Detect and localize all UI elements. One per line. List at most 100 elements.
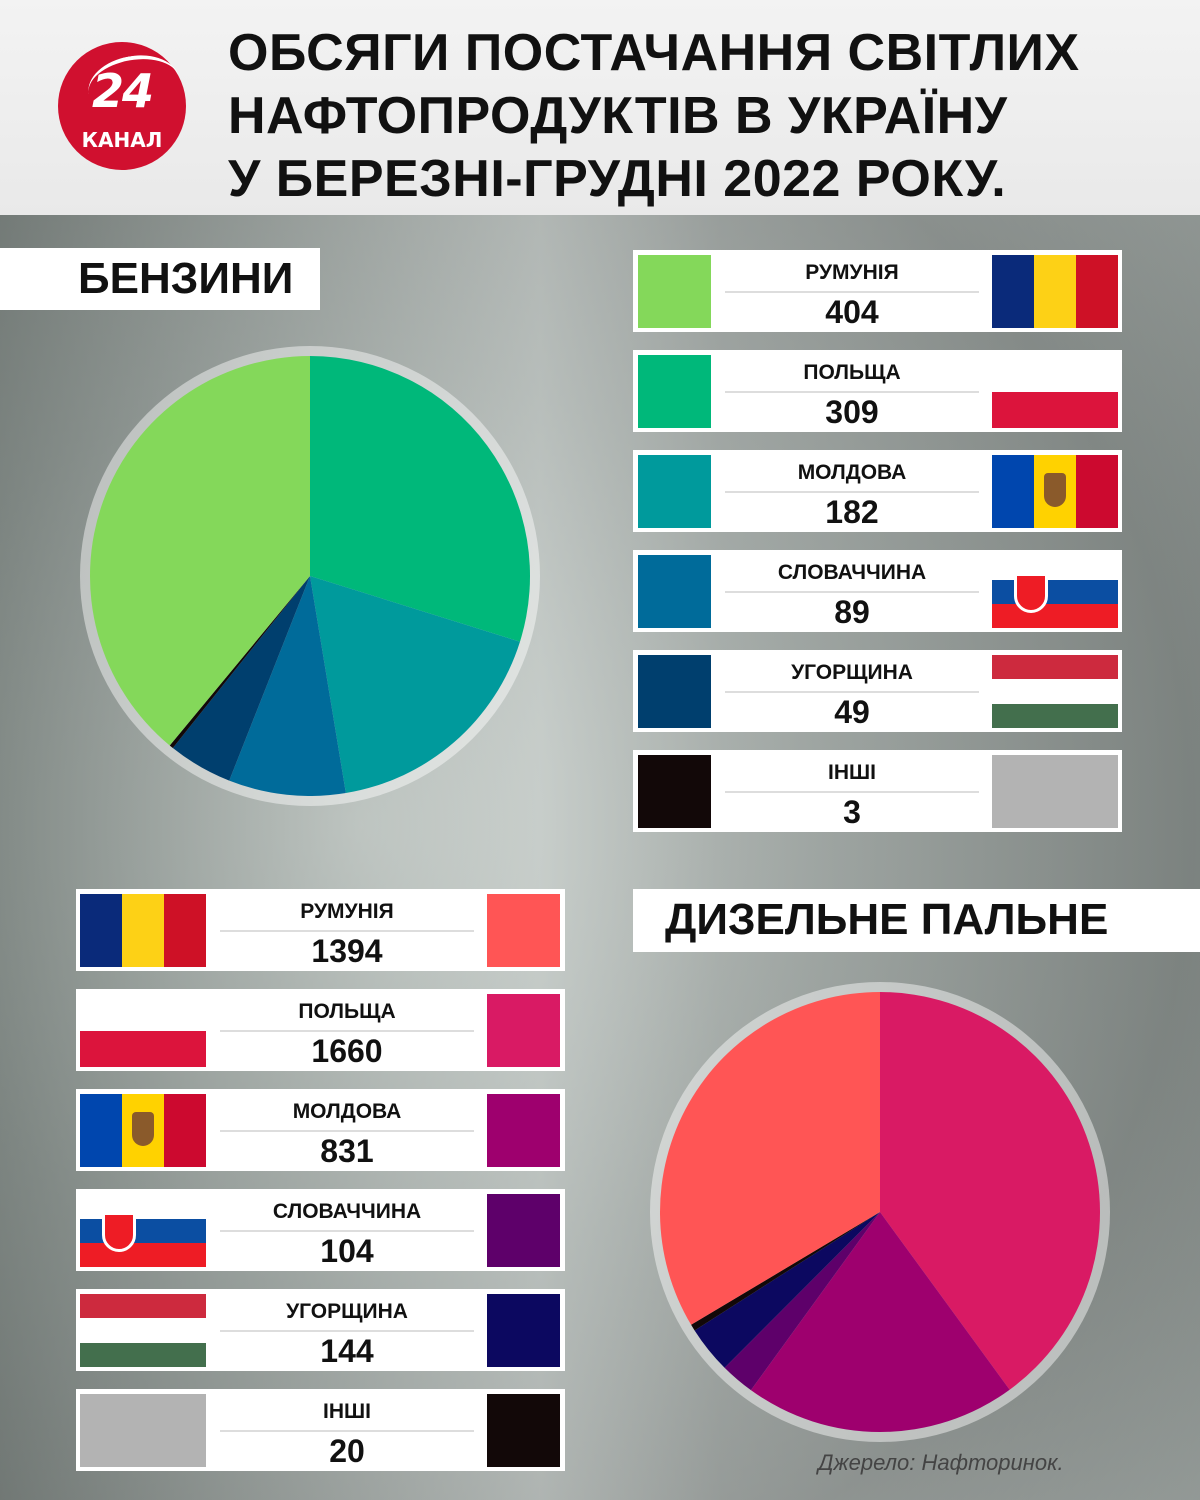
legend-text: ПОЛЬЩА 1660 — [220, 989, 474, 1071]
legend-row: ПОЛЬЩА 1660 — [76, 989, 565, 1071]
color-swatch — [487, 1194, 560, 1267]
legend-row: РУМУНІЯ 404 — [633, 250, 1122, 332]
hungary-flag-icon — [992, 655, 1118, 728]
legend-row: УГОРЩИНА 144 — [76, 1289, 565, 1371]
title-line: У БЕРЕЗНІ-ГРУДНІ 2022 РОКУ. — [228, 150, 1007, 208]
value-label: 182 — [825, 494, 879, 530]
legend-text: РУМУНІЯ 1394 — [220, 889, 474, 971]
header: 24 КАНАЛ ОБСЯГИ ПОСТАЧАННЯ СВІТЛИХ НАФТО… — [0, 0, 1200, 215]
value-label: 144 — [320, 1333, 374, 1369]
poland-flag-icon — [80, 994, 206, 1067]
divider — [725, 391, 979, 393]
section-title-petrol: БЕНЗИНИ — [0, 248, 320, 310]
pie-slice-молдова — [310, 576, 520, 794]
channel-24-logo: 24 КАНАЛ — [58, 42, 186, 170]
legend-text: СЛОВАЧЧИНА 89 — [725, 550, 979, 632]
pie-slice-молдова — [750, 1212, 1010, 1432]
country-label: МОЛДОВА — [292, 1100, 402, 1123]
country-label: СЛОВАЧЧИНА — [272, 1200, 422, 1223]
moldova-flag-icon — [992, 455, 1118, 528]
divider — [725, 691, 979, 693]
country-label: УГОРЩИНА — [286, 1300, 408, 1323]
pie-slice-польща — [310, 356, 530, 642]
legend-text: ПОЛЬЩА 309 — [725, 350, 979, 432]
country-label: МОЛДОВА — [797, 461, 907, 484]
legend-row: СЛОВАЧЧИНА 104 — [76, 1189, 565, 1271]
value-label: 831 — [320, 1133, 374, 1169]
slovakia-flag-icon — [992, 555, 1118, 628]
pie-slice-інші — [691, 1212, 880, 1331]
legend-text: РУМУНІЯ 404 — [725, 250, 979, 332]
section-title-diesel: ДИЗЕЛЬНЕ ПАЛЬНЕ — [633, 889, 1200, 952]
pie-slice-угорщина — [694, 1212, 880, 1368]
other-flag-icon — [80, 1394, 206, 1467]
logo-number: 24 — [91, 64, 154, 118]
diesel-pie-chart — [660, 992, 1100, 1432]
divider — [220, 1230, 474, 1232]
hungary-flag-icon — [80, 1294, 206, 1367]
country-label: РУМУНІЯ — [805, 261, 899, 284]
divider — [725, 591, 979, 593]
romania-flag-icon — [80, 894, 206, 967]
slovakia-flag-icon — [80, 1194, 206, 1267]
petrol-pie-chart — [90, 356, 530, 796]
legend-text: ІНШІ 3 — [725, 750, 979, 832]
legend-text: МОЛДОВА 831 — [220, 1089, 474, 1171]
legend-text: СЛОВАЧЧИНА 104 — [220, 1189, 474, 1271]
divider — [220, 1430, 474, 1432]
legend-row: МОЛДОВА 831 — [76, 1089, 565, 1171]
legend-row: ІНШІ 20 — [76, 1389, 565, 1471]
legend-text: УГОРЩИНА 144 — [220, 1289, 474, 1371]
value-label: 1394 — [311, 933, 383, 969]
divider — [725, 791, 979, 793]
color-swatch — [487, 1294, 560, 1367]
pie-slice-румунія — [90, 356, 310, 746]
legend-row: МОЛДОВА 182 — [633, 450, 1122, 532]
logo-text: КАНАЛ — [81, 128, 163, 152]
legend-text: МОЛДОВА 182 — [725, 450, 979, 532]
legend-row: УГОРЩИНА 49 — [633, 650, 1122, 732]
romania-flag-icon — [992, 255, 1118, 328]
color-swatch — [487, 1094, 560, 1167]
country-label: СЛОВАЧЧИНА — [777, 561, 927, 584]
value-label: 49 — [834, 694, 870, 730]
title-line: ОБСЯГИ ПОСТАЧАННЯ СВІТЛИХ — [228, 24, 1080, 82]
country-label: ІНШІ — [323, 1400, 371, 1423]
other-flag-icon — [992, 755, 1118, 828]
legend-row: ІНШІ 3 — [633, 750, 1122, 832]
divider — [725, 291, 979, 293]
legend-row: СЛОВАЧЧИНА 89 — [633, 550, 1122, 632]
value-label: 104 — [320, 1233, 374, 1269]
divider — [220, 1130, 474, 1132]
pie-slice-словаччина — [724, 1212, 880, 1391]
poland-flag-icon — [992, 355, 1118, 428]
divider — [220, 930, 474, 932]
pie-slice-польща — [880, 992, 1100, 1390]
pie-slice-румунія — [660, 992, 880, 1325]
title-line: НАФТОПРОДУКТІВ В УКРАЇНУ — [228, 87, 1008, 145]
divider — [220, 1030, 474, 1032]
color-swatch — [638, 655, 711, 728]
legend-row: РУМУНІЯ 1394 — [76, 889, 565, 971]
country-label: УГОРЩИНА — [791, 661, 913, 684]
color-swatch — [638, 255, 711, 328]
legend-text: ІНШІ 20 — [220, 1389, 474, 1471]
page-title: ОБСЯГИ ПОСТАЧАННЯ СВІТЛИХ НАФТОПРОДУКТІВ… — [228, 22, 1080, 211]
country-label: ІНШІ — [828, 761, 876, 784]
divider — [220, 1330, 474, 1332]
country-label: ПОЛЬЩА — [803, 361, 901, 384]
color-swatch — [638, 555, 711, 628]
pie-slice-угорщина — [172, 576, 310, 781]
color-swatch — [487, 994, 560, 1067]
divider — [725, 491, 979, 493]
color-swatch — [638, 755, 711, 828]
country-label: ПОЛЬЩА — [298, 1000, 396, 1023]
color-swatch — [487, 894, 560, 967]
legend-text: УГОРЩИНА 49 — [725, 650, 979, 732]
country-label: РУМУНІЯ — [300, 900, 394, 923]
color-swatch — [487, 1394, 560, 1467]
legend-row: ПОЛЬЩА 309 — [633, 350, 1122, 432]
pie-slice-інші — [169, 576, 310, 749]
value-label: 3 — [843, 794, 861, 830]
value-label: 309 — [825, 394, 879, 430]
